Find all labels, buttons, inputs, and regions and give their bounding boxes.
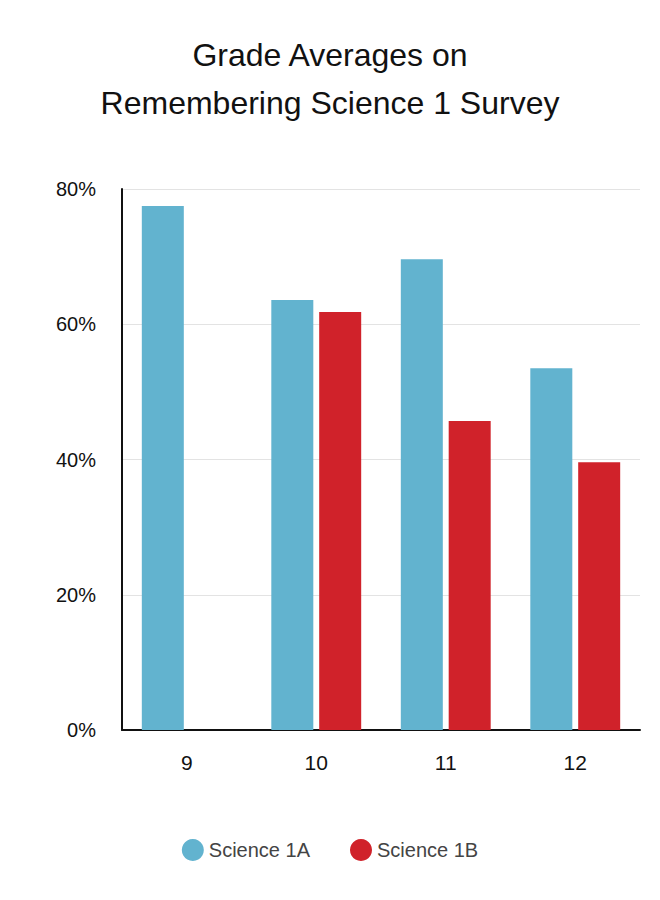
svg-text:10: 10 <box>305 751 328 774</box>
svg-text:40%: 40% <box>56 449 96 471</box>
svg-text:Science 1A: Science 1A <box>209 839 311 861</box>
svg-text:60%: 60% <box>56 313 96 335</box>
svg-text:Grade Averages on: Grade Averages on <box>192 37 467 73</box>
svg-text:11: 11 <box>435 751 457 774</box>
svg-text:9: 9 <box>181 751 193 774</box>
svg-text:12: 12 <box>564 751 587 774</box>
svg-text:Remembering Science 1 Survey: Remembering Science 1 Survey <box>101 85 560 121</box>
svg-text:80%: 80% <box>56 178 96 200</box>
svg-text:0%: 0% <box>67 719 96 741</box>
svg-text:20%: 20% <box>56 584 96 606</box>
svg-text:Science 1B: Science 1B <box>377 839 478 861</box>
